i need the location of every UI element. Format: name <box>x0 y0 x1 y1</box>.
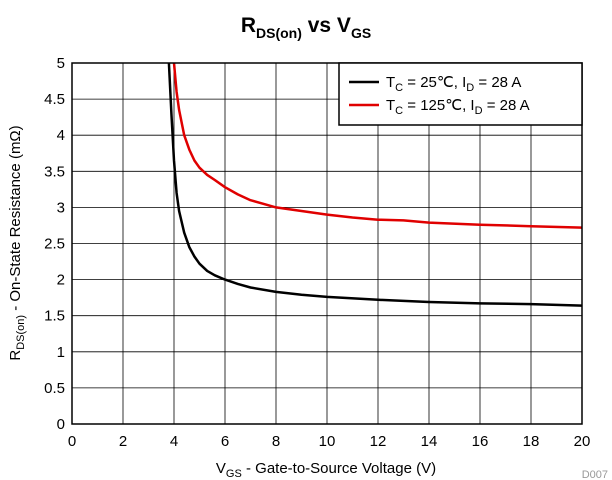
y-tick-label-0: 0 <box>57 416 65 433</box>
legend-label-series-1: TC = 25℃, ID = 28 A <box>386 74 521 94</box>
x-tick-label-7: 14 <box>421 433 438 450</box>
y-tick-labels: 0 0.5 1 1.5 2 2.5 3 3.5 4 4.5 5 <box>44 55 65 433</box>
ylabel-sub: DS(on) <box>15 315 27 350</box>
y-tick-label-4: 2 <box>57 272 65 289</box>
x-axis-label: VGS - Gate-to-Source Voltage (V) <box>216 460 436 480</box>
y-tick-label-2: 1 <box>57 344 65 361</box>
title-mid-sub: GS <box>351 25 371 41</box>
chart-title: RDS(on) vs VGS <box>241 14 371 41</box>
x-tick-label-1: 2 <box>119 433 127 450</box>
x-tick-labels: 0 2 4 6 8 10 12 14 16 18 20 <box>68 433 591 450</box>
x-tick-label-3: 6 <box>221 433 229 450</box>
x-tick-label-8: 16 <box>472 433 489 450</box>
legend: TC = 25℃, ID = 28 A TC = 125℃, ID = 28 A <box>338 62 583 126</box>
x-tick-label-10: 20 <box>574 433 591 450</box>
y-axis-label: RDS(on) - On-State Resistance (mΩ) <box>7 125 27 360</box>
xlabel-rest: - Gate-to-Source Voltage (V) <box>242 460 436 477</box>
x-tick-label-4: 8 <box>272 433 280 450</box>
x-tick-label-9: 18 <box>523 433 540 450</box>
y-tick-label-5: 2.5 <box>44 236 65 253</box>
plot-frame <box>71 62 583 425</box>
x-tick-label-2: 4 <box>170 433 178 450</box>
ylabel-main: R <box>7 350 24 361</box>
y-tick-label-1: 0.5 <box>44 380 65 397</box>
y-tick-label-3: 1.5 <box>44 308 65 325</box>
xlabel-main: V <box>216 460 226 477</box>
title-main: R <box>241 14 256 37</box>
series-layer <box>167 62 583 307</box>
title-mid: vs V <box>302 14 351 37</box>
y-tick-label-10: 5 <box>57 55 65 72</box>
y-tick-label-6: 3 <box>57 199 65 216</box>
xlabel-sub: GS <box>226 468 242 480</box>
x-tick-label-0: 0 <box>68 433 76 450</box>
figure-code: D007 <box>582 469 608 480</box>
ylabel-rest: - On-State Resistance (mΩ) <box>7 125 24 315</box>
y-tick-label-7: 3.5 <box>44 163 65 180</box>
legend-label-series-2: TC = 125℃, ID = 28 A <box>386 97 530 117</box>
title-main-sub: DS(on) <box>256 25 302 41</box>
y-tick-label-8: 4 <box>57 127 65 144</box>
y-tick-label-9: 4.5 <box>44 91 65 108</box>
series-line-1 <box>167 62 583 307</box>
legend-box <box>338 62 583 126</box>
x-tick-label-6: 12 <box>370 433 387 450</box>
x-tick-label-5: 10 <box>319 433 336 450</box>
series-line-2 <box>172 62 583 229</box>
